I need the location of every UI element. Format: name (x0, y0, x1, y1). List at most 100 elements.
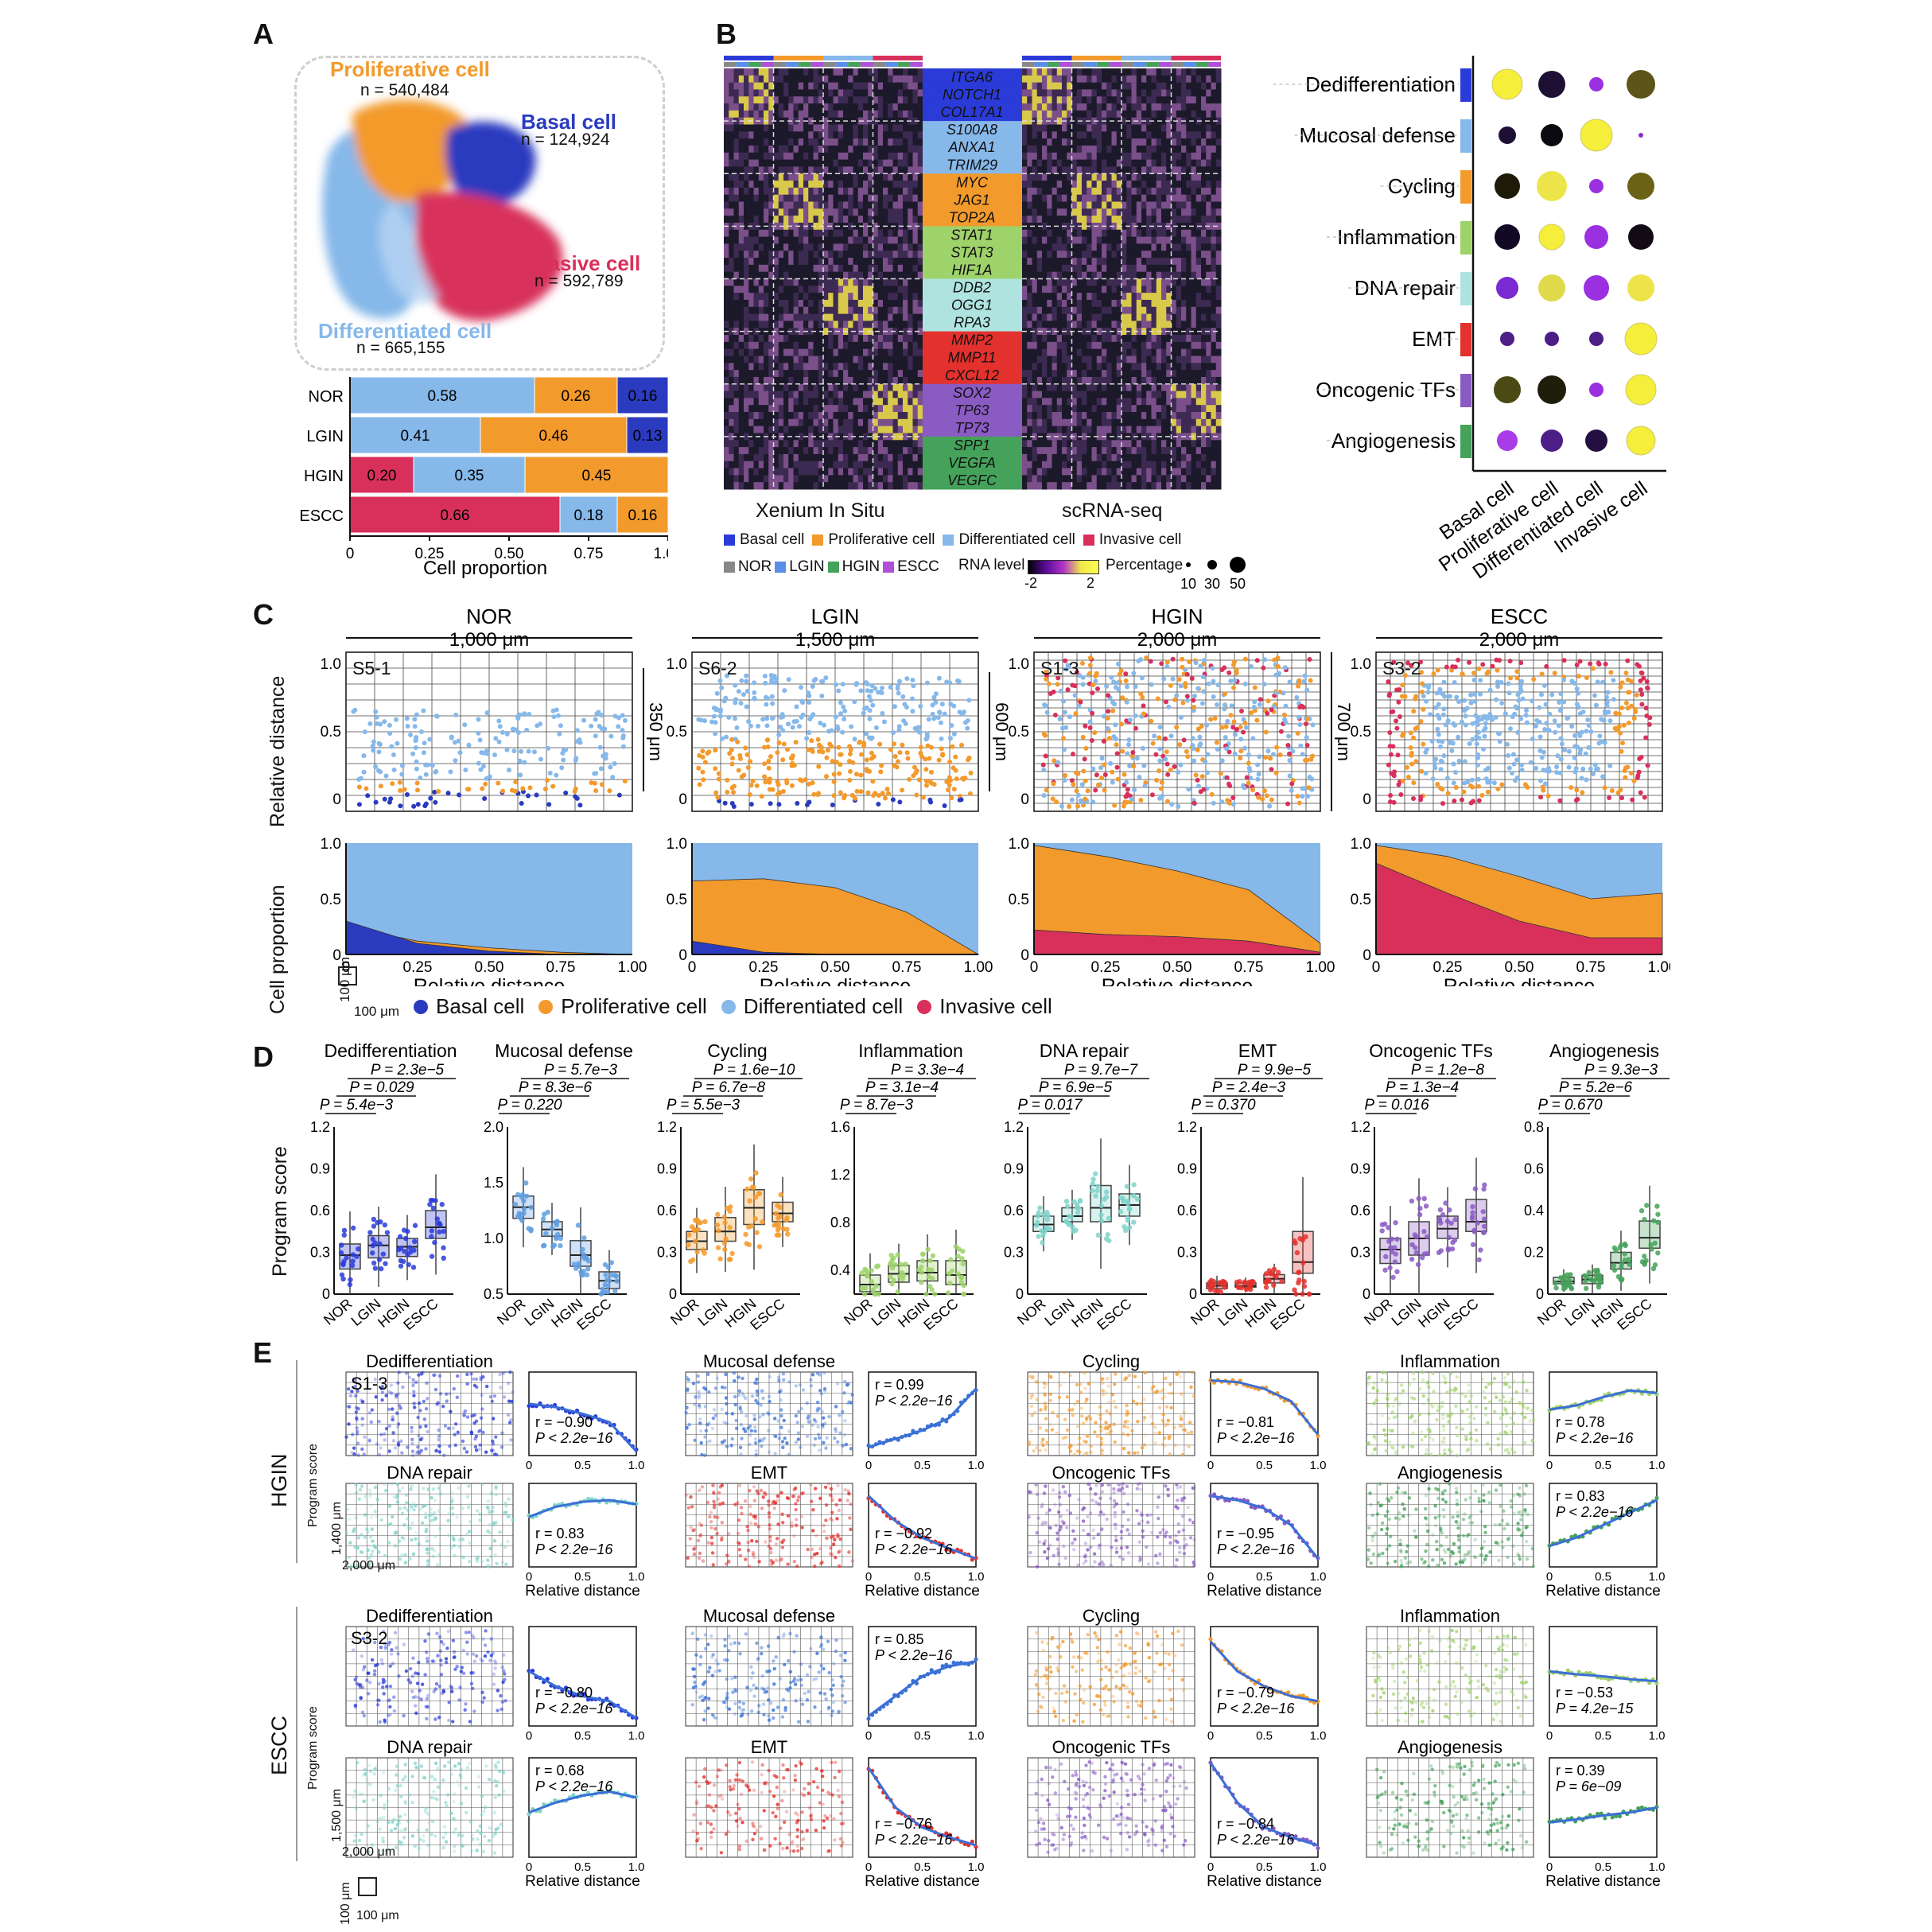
e-x-tick: 1.0 (1310, 1729, 1327, 1743)
d-y-tick: 1.2 (830, 1167, 850, 1183)
c-area-y-tick: 1.0 (321, 836, 341, 853)
e-sample-id: S1-3 (351, 1374, 387, 1394)
gene-band (923, 121, 1022, 139)
e-fit-line (528, 1402, 638, 1452)
umap-basal (445, 122, 536, 206)
gene-band (923, 436, 1022, 455)
scrna-heatmap-cells (1022, 68, 1222, 490)
pct-tick-10: 10 (1180, 576, 1196, 592)
xenium-heatmap-celltype-bar (724, 56, 774, 60)
cell-legend-label: Basal cell (740, 531, 805, 548)
e-r-value: r = 0.85 (875, 1631, 924, 1647)
c-sample-id: S5-1 (352, 658, 391, 678)
gene-band (923, 173, 1022, 192)
program-dot (1627, 70, 1655, 99)
d-y-tick: 0.6 (1524, 1161, 1544, 1177)
e-r-value: r = −0.80 (535, 1685, 593, 1701)
c-legend-label: Basal cell (436, 994, 525, 1018)
c-area-x-tick: 0.50 (475, 959, 504, 976)
d-group-label: LGIN (1042, 1296, 1078, 1329)
bar-segment-label: 0.41 (401, 428, 430, 445)
e-program-title: Mucosal defense (703, 1606, 835, 1626)
program-dot (1585, 430, 1607, 452)
c-map-y-tick: 1.0 (1351, 656, 1371, 673)
e-x-tick: 0.5 (914, 1729, 931, 1743)
d-box (916, 1234, 939, 1297)
program-dot (1496, 277, 1518, 299)
d-y-tick: 1.2 (1177, 1119, 1197, 1135)
e-x-tick: 0 (1207, 1860, 1214, 1874)
d-y-tick: 0.9 (657, 1161, 677, 1177)
program-dot (1537, 171, 1567, 201)
program-dot (1589, 77, 1604, 91)
c-scale-box (338, 966, 357, 985)
bar-segment (349, 496, 561, 534)
e-p-value: P < 2.2e−16 (1556, 1430, 1634, 1446)
e-x-label: Relative distance (1207, 1583, 1322, 1600)
e-x-tick: 0 (1546, 1459, 1553, 1472)
c-area-x-label: Relative distance (414, 975, 565, 986)
rna-tick-max: 2 (1087, 575, 1095, 591)
pct-dot-50 (1230, 557, 1246, 573)
d-group-label: NOR (841, 1296, 875, 1328)
scrna-heatmap-stage-bar (1133, 62, 1147, 67)
gene-label: HIF1A (951, 262, 992, 278)
e-score-dots (1374, 1760, 1529, 1855)
c-map-y-tick: 0.5 (1009, 724, 1029, 741)
c-legend-label: Differentiated cell (743, 994, 904, 1018)
c-area-x-label: Relative distance (1444, 975, 1595, 986)
e-program-title: Oncogenic TFs (1052, 1463, 1171, 1483)
e-p-value: P < 2.2e−16 (1217, 1541, 1295, 1557)
gene-label: RPA3 (954, 315, 990, 331)
d-y-tick: 0.2 (1524, 1245, 1544, 1261)
c-area-x-tick: 0.25 (1433, 959, 1463, 976)
cell-type-legend: Basal cell Proliferative cell Differentiat… (724, 531, 1184, 549)
bar-segment-label: 0.66 (441, 507, 470, 524)
e-x-label: Relative distance (1545, 1583, 1661, 1600)
stage-legend-swatch (827, 562, 839, 573)
d-y-tick: 0.3 (1004, 1245, 1024, 1261)
c-stage-title: LGIN (811, 604, 860, 628)
d-p-value: P = 2.4e−3 (1212, 1079, 1286, 1096)
c-legend-dot (414, 999, 428, 1014)
e-x-tick: 1.0 (628, 1729, 645, 1743)
d-program-title: Inflammation (858, 1040, 963, 1061)
e-x-tick: 0.5 (574, 1459, 591, 1472)
e-program-title: Oncogenic TFs (1052, 1737, 1171, 1757)
e-fit-line (868, 1660, 977, 1717)
d-box (425, 1174, 447, 1275)
d-p-value: P = 5.7e−3 (544, 1062, 618, 1079)
pct-tick-50: 50 (1230, 576, 1246, 592)
scrna-heatmap-stage-bar (1146, 62, 1159, 67)
e-score-dots (1366, 1370, 1536, 1458)
d-p-value: P = 2.3e−5 (371, 1062, 445, 1079)
e-fit-line (1549, 1499, 1658, 1548)
cell-legend-label: Invasive cell (1098, 531, 1182, 548)
e-r-value: r = 0.99 (875, 1377, 924, 1393)
e-fit-line (528, 1790, 637, 1814)
gene-band (923, 278, 1022, 297)
e-fit-line (528, 1670, 637, 1720)
program-dot (1545, 332, 1559, 346)
e-x-tick: 0.5 (1595, 1570, 1611, 1584)
e-scale-horiz: 100 μm (356, 1909, 399, 1922)
bar-x-tick-label: 1.00 (654, 546, 668, 562)
e-dim-vert-hgin: 1,400 μm (330, 1501, 344, 1555)
gene-label: JAG1 (953, 192, 989, 208)
program-dot (1541, 124, 1563, 146)
program-dot (1538, 224, 1565, 251)
scrna-heatmap-stage-bar (1059, 62, 1072, 67)
gene-label: MYC (956, 174, 989, 190)
program-color-bar (1460, 323, 1471, 356)
e-r-value: r = −0.92 (875, 1526, 932, 1541)
d-p-value: P = 5.5e−3 (667, 1097, 741, 1114)
bar-row-label: LGIN (306, 428, 344, 445)
percentage-legend: 10 30 50 (1180, 557, 1246, 592)
bar-segment-label: 0.16 (628, 388, 658, 405)
bar-segment (616, 496, 668, 534)
c-area-x-tick: 1.00 (1648, 959, 1670, 976)
e-row-label-escc: ESCC (267, 1715, 291, 1775)
gene-label: MMP2 (951, 332, 993, 348)
gene-label: STAT3 (950, 244, 993, 260)
scrna-heatmap-stage-bar (1034, 62, 1048, 67)
